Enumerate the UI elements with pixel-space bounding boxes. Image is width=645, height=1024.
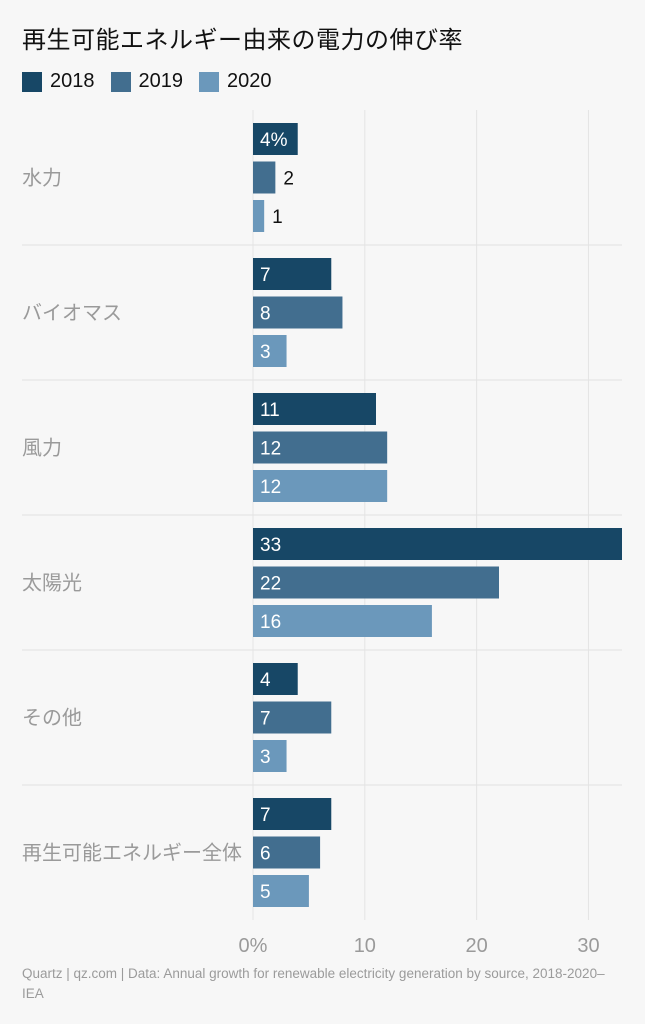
category-label-line: その他 [22, 706, 82, 730]
category-label-line: 風力 [22, 436, 62, 460]
bar-2018 [253, 798, 332, 830]
data-label: 22 [260, 574, 281, 595]
data-label: 8 [260, 304, 271, 325]
legend-label-2018: 2018 [50, 70, 95, 92]
bar-2018 [253, 528, 622, 560]
bar-2018 [253, 663, 298, 695]
bar-2020 [253, 335, 287, 367]
category-label: 水力 [22, 166, 62, 190]
category-label-line: バイオマス [22, 301, 122, 325]
x-tick-label: 30 [577, 935, 599, 957]
data-label: 16 [260, 612, 281, 633]
legend-item-2018: 2018 [22, 70, 95, 93]
bar-2020 [253, 605, 432, 637]
bar-2019 [253, 161, 276, 194]
data-label: 12 [260, 439, 281, 460]
data-label: 6 [260, 844, 271, 865]
legend-label-2020: 2020 [227, 70, 272, 92]
bar-chart: 水力 4% 21 バイオマス 7 8 3 風力 11 12 12 太陽光 33 22 16 その他 4 7 3 再生可… [22, 110, 622, 957]
source-footer: Quartz | qz.com | Data: Annual growth fo… [22, 966, 605, 1001]
legend-swatch-2019 [110, 71, 131, 92]
category-label-line: 再生可能エネルギー全体 [22, 841, 242, 865]
bar-2020 [253, 875, 309, 907]
x-tick-label: 20 [466, 935, 488, 957]
bar-2018 [253, 123, 298, 155]
legend: 2018 2019 2020 [22, 70, 272, 93]
data-label: 7 [260, 265, 271, 286]
bar-2019 [253, 701, 332, 734]
legend-swatch-2018 [22, 71, 42, 92]
category-label: その他 [22, 706, 82, 730]
legend-item-2019: 2019 [110, 70, 184, 93]
data-label: 33 [260, 535, 281, 556]
data-label: 3 [260, 342, 271, 363]
category-label-line: 水力 [22, 166, 62, 190]
data-label: 5 [260, 882, 271, 903]
bar-2019 [253, 431, 388, 464]
bar-2020 [253, 740, 287, 772]
legend-label-2019: 2019 [138, 70, 184, 92]
bar-2018 [253, 393, 376, 425]
x-tick-label: 10 [354, 935, 376, 957]
x-tick-label: 0% [239, 935, 268, 957]
data-label: 4 [260, 670, 271, 691]
category-label: 再生可能エネルギー全体 [22, 841, 242, 865]
data-label: 11 [260, 400, 280, 421]
bar-2018 [253, 258, 332, 290]
bar-2019 [253, 566, 499, 599]
category-label-line: 太陽光 [22, 571, 82, 595]
bar-2019 [253, 836, 321, 869]
bar-2020 [253, 200, 265, 232]
data-label: 12 [260, 477, 281, 498]
legend-item-2020: 2020 [199, 70, 272, 93]
data-label: 2 [283, 169, 294, 190]
bar-2020 [253, 470, 388, 502]
data-label: 3 [260, 747, 271, 768]
category-label: 風力 [22, 436, 62, 460]
data-label: 1 [272, 207, 283, 228]
data-label: 4% [260, 130, 288, 151]
legend-swatch-2020 [199, 71, 219, 92]
data-label: 7 [260, 805, 271, 826]
chart-title: 再生可能エネルギー由来の電力の伸び率 [22, 26, 463, 54]
data-label: 7 [260, 709, 271, 730]
bar-2019 [253, 296, 343, 329]
category-label: 太陽光 [22, 571, 82, 595]
category-label: バイオマス [22, 301, 122, 325]
